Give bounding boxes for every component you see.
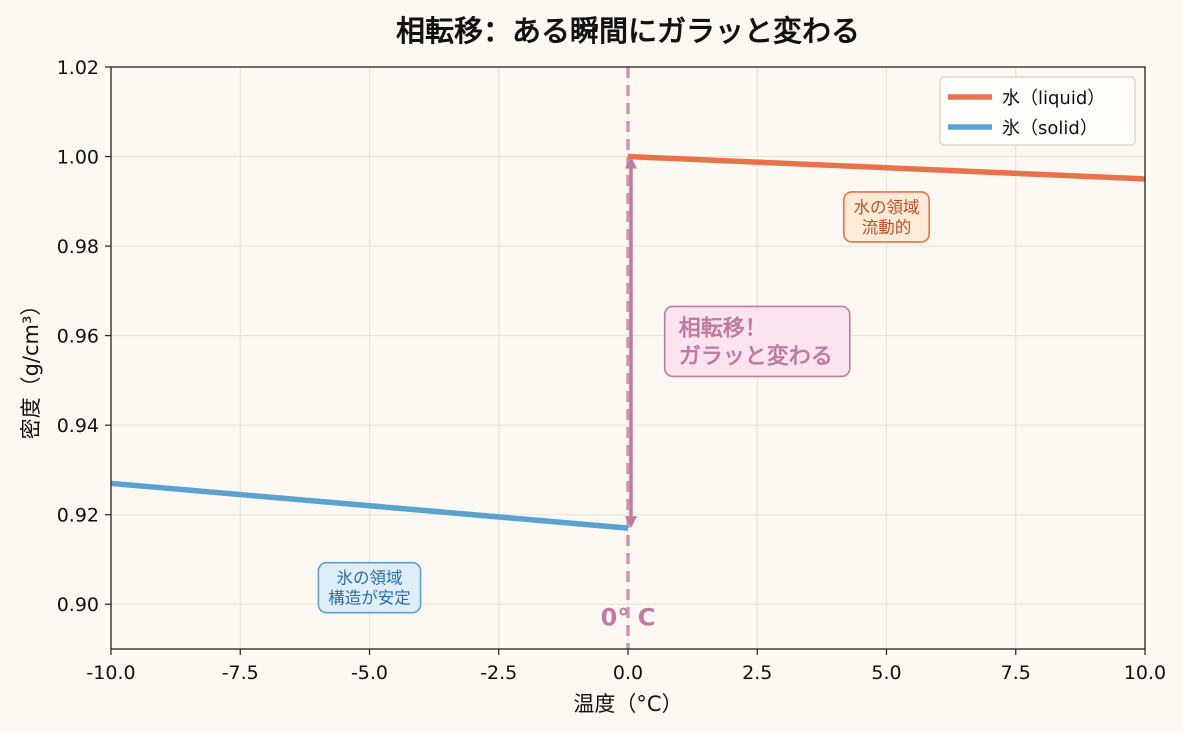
y-tick-label: 0.90 <box>57 594 99 616</box>
x-tick-label: 0.0 <box>613 662 643 684</box>
y-tick-label: 1.02 <box>57 57 99 79</box>
x-tick-label: 2.5 <box>742 662 772 684</box>
annotation-box <box>317 561 422 614</box>
transition-arrow-head-top <box>625 156 637 169</box>
x-tick-label: -5.0 <box>351 662 388 684</box>
annotation-text: 水の領域 <box>854 198 920 217</box>
series-line <box>110 480 629 531</box>
legend: 水（liquid） 氷（solid） <box>939 76 1136 146</box>
annotation-text: 氷の領域 <box>337 569 403 588</box>
x-axis-label: 温度（°C） <box>573 692 682 716</box>
x-tick-label: -10.0 <box>86 662 135 684</box>
chart-title: 相転移：ある瞬間にガラッと変わる <box>396 14 860 48</box>
x-tick-label: -2.5 <box>480 662 517 684</box>
axis-ticks: -10.0 -7.5 -5.0 -2.5 0.0 2.5 5.0 7.5 10.0 0.90 0.9… <box>57 57 1166 684</box>
x-tick-label: 7.5 <box>1001 662 1031 684</box>
legend-label: 水（liquid） <box>1002 88 1105 109</box>
legend-label: 氷（solid） <box>1002 118 1098 139</box>
series-line <box>627 153 1146 182</box>
annotation-text: ガラッと変わる <box>679 343 833 369</box>
annotation-transition: 相転移！ガラッと変わる <box>663 305 851 378</box>
annotation-text: 流動的 <box>862 218 912 237</box>
x-tick-label: -7.5 <box>222 662 259 684</box>
annotation-text: 構造が安定 <box>328 589 411 608</box>
annotation-box <box>663 305 851 378</box>
transition-label: 0° C <box>601 604 656 632</box>
y-tick-label: 0.96 <box>57 326 99 348</box>
x-tick-label: 10.0 <box>1124 662 1166 684</box>
x-tick-label: 5.0 <box>871 662 901 684</box>
y-tick-label: 0.98 <box>57 236 99 258</box>
y-axis-label: 密度（g/cm³） <box>19 295 43 440</box>
annotation-box <box>843 191 930 243</box>
y-tick-label: 0.94 <box>57 415 99 437</box>
y-tick-label: 0.92 <box>57 505 99 527</box>
annotation-text: 相転移！ <box>679 315 767 341</box>
transition-arrow-head-bottom <box>625 516 637 529</box>
y-tick-label: 1.00 <box>57 147 99 169</box>
